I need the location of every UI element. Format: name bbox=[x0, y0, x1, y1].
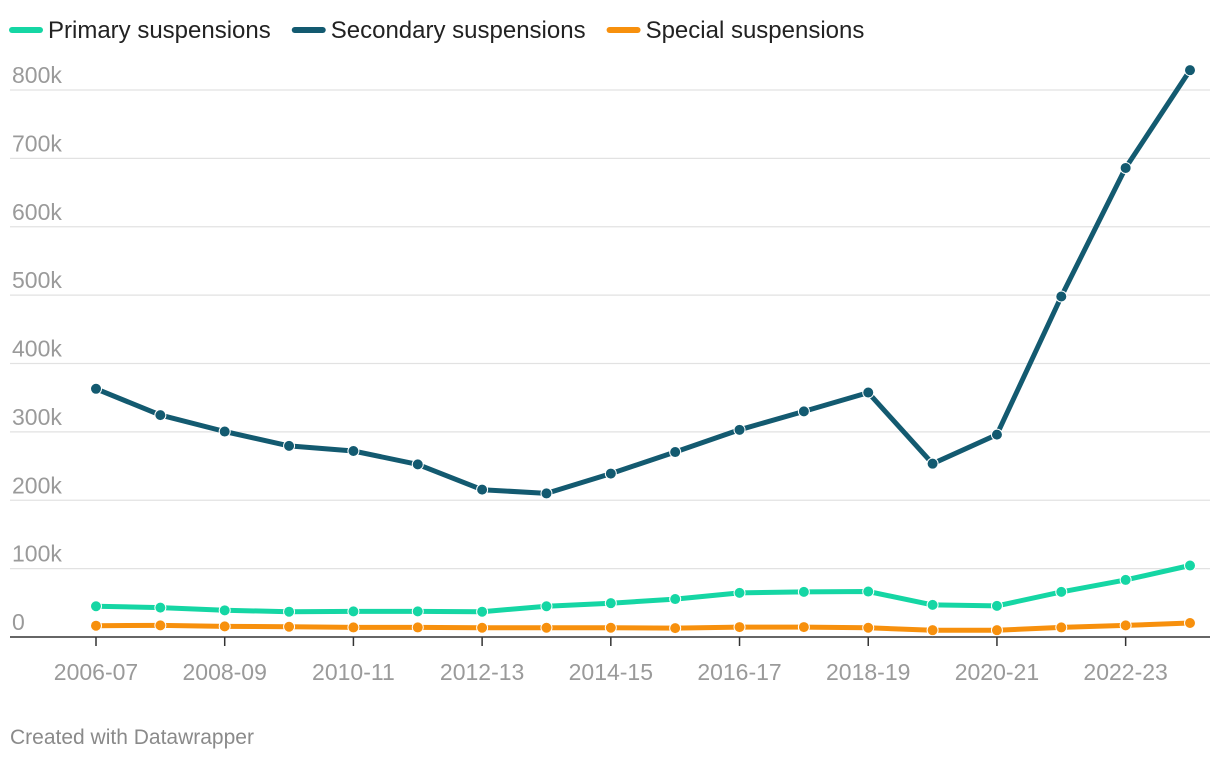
data-point bbox=[90, 619, 102, 632]
data-point bbox=[1119, 161, 1132, 174]
data-point bbox=[283, 439, 296, 452]
data-point bbox=[604, 621, 617, 634]
x-tick-label: 2020-21 bbox=[955, 659, 1039, 685]
data-point bbox=[540, 487, 553, 500]
data-point bbox=[797, 621, 810, 634]
data-point bbox=[283, 620, 296, 633]
legend: Primary suspensions Secondary suspensions… bbox=[9, 17, 865, 44]
data-point bbox=[218, 425, 231, 438]
x-tick-label: 2018-19 bbox=[826, 659, 910, 685]
data-point bbox=[154, 409, 167, 422]
legend-label: Special suspensions bbox=[646, 17, 865, 44]
data-point bbox=[797, 585, 810, 598]
data-point bbox=[476, 621, 489, 634]
data-point bbox=[1055, 621, 1068, 634]
data-point bbox=[347, 621, 360, 634]
data-point bbox=[411, 458, 424, 471]
data-point bbox=[926, 624, 939, 637]
y-tick-label: 200k bbox=[12, 472, 62, 498]
data-point bbox=[283, 605, 296, 618]
data-point bbox=[411, 605, 424, 618]
y-tick-label: 100k bbox=[12, 541, 62, 567]
data-point bbox=[476, 605, 489, 618]
y-tick-label: 400k bbox=[12, 336, 62, 362]
x-tick-label: 2008-09 bbox=[182, 659, 266, 685]
y-tick-label: 0 bbox=[12, 609, 25, 635]
data-point bbox=[604, 467, 617, 480]
y-tick-label: 500k bbox=[12, 267, 62, 293]
data-point bbox=[926, 598, 939, 611]
data-point bbox=[1184, 559, 1196, 572]
x-tick-label: 2010-11 bbox=[312, 659, 395, 685]
x-tick-label: 2016-17 bbox=[697, 659, 781, 685]
x-tick-label: 2022-23 bbox=[1083, 659, 1167, 685]
data-point bbox=[733, 586, 746, 599]
data-point bbox=[669, 593, 682, 606]
data-point bbox=[862, 386, 875, 399]
legend-label: Primary suspensions bbox=[48, 17, 271, 44]
data-point bbox=[604, 597, 617, 610]
data-point bbox=[669, 446, 682, 459]
legend-item: Special suspensions bbox=[606, 17, 865, 44]
line-chart: Primary suspensions Secondary suspensions… bbox=[9, 17, 1210, 685]
data-point bbox=[990, 624, 1003, 637]
data-point bbox=[926, 457, 939, 470]
grid bbox=[10, 89, 1210, 638]
legend-item: Primary suspensions bbox=[9, 17, 271, 44]
data-point bbox=[1055, 585, 1068, 598]
data-point bbox=[90, 600, 102, 613]
x-tick-label: 2012-13 bbox=[440, 659, 524, 685]
x-tick-label: 2014-15 bbox=[569, 659, 653, 685]
series-primary-suspensions bbox=[90, 559, 1196, 618]
legend-label: Secondary suspensions bbox=[331, 17, 586, 44]
data-point bbox=[347, 605, 360, 618]
data-point bbox=[540, 621, 553, 634]
series-layer bbox=[90, 64, 1196, 637]
data-point bbox=[1119, 573, 1132, 586]
data-point bbox=[733, 423, 746, 436]
data-point bbox=[476, 483, 489, 496]
data-point bbox=[669, 622, 682, 635]
series-line bbox=[93, 620, 1193, 633]
y-tick-label: 700k bbox=[12, 130, 62, 156]
data-point bbox=[154, 601, 167, 614]
series-secondary-suspensions bbox=[90, 64, 1196, 500]
data-point bbox=[347, 445, 360, 458]
data-point bbox=[1055, 290, 1068, 303]
x-axis: 2006-07 2008-09 2010-11 2012-13 2014-15 2016-… bbox=[54, 637, 1168, 685]
data-point bbox=[154, 619, 167, 632]
data-point bbox=[1119, 619, 1132, 632]
data-point bbox=[218, 620, 231, 633]
legend-item: Secondary suspensions bbox=[291, 17, 586, 44]
y-tick-label: 300k bbox=[12, 404, 62, 430]
data-point bbox=[218, 604, 231, 617]
data-point bbox=[990, 599, 1003, 612]
data-point bbox=[797, 405, 810, 418]
data-point bbox=[1184, 64, 1196, 77]
y-tick-label: 600k bbox=[12, 199, 62, 225]
footer-credit: Created with Datawrapper bbox=[10, 726, 254, 749]
x-tick-label: 2006-07 bbox=[54, 659, 138, 685]
data-point bbox=[862, 621, 875, 634]
series-line bbox=[93, 67, 1193, 496]
data-point bbox=[540, 600, 553, 613]
data-point bbox=[90, 382, 102, 395]
data-point bbox=[411, 621, 424, 634]
data-point bbox=[1184, 616, 1196, 629]
series-line bbox=[93, 563, 1193, 615]
data-point bbox=[990, 428, 1003, 441]
series-special-suspensions bbox=[90, 616, 1196, 637]
data-point bbox=[733, 621, 746, 634]
y-tick-label: 800k bbox=[12, 62, 62, 88]
y-axis: 0 100k 200k 300k 400k 500k 600k 700k 800k bbox=[12, 62, 62, 635]
data-point bbox=[862, 585, 875, 598]
